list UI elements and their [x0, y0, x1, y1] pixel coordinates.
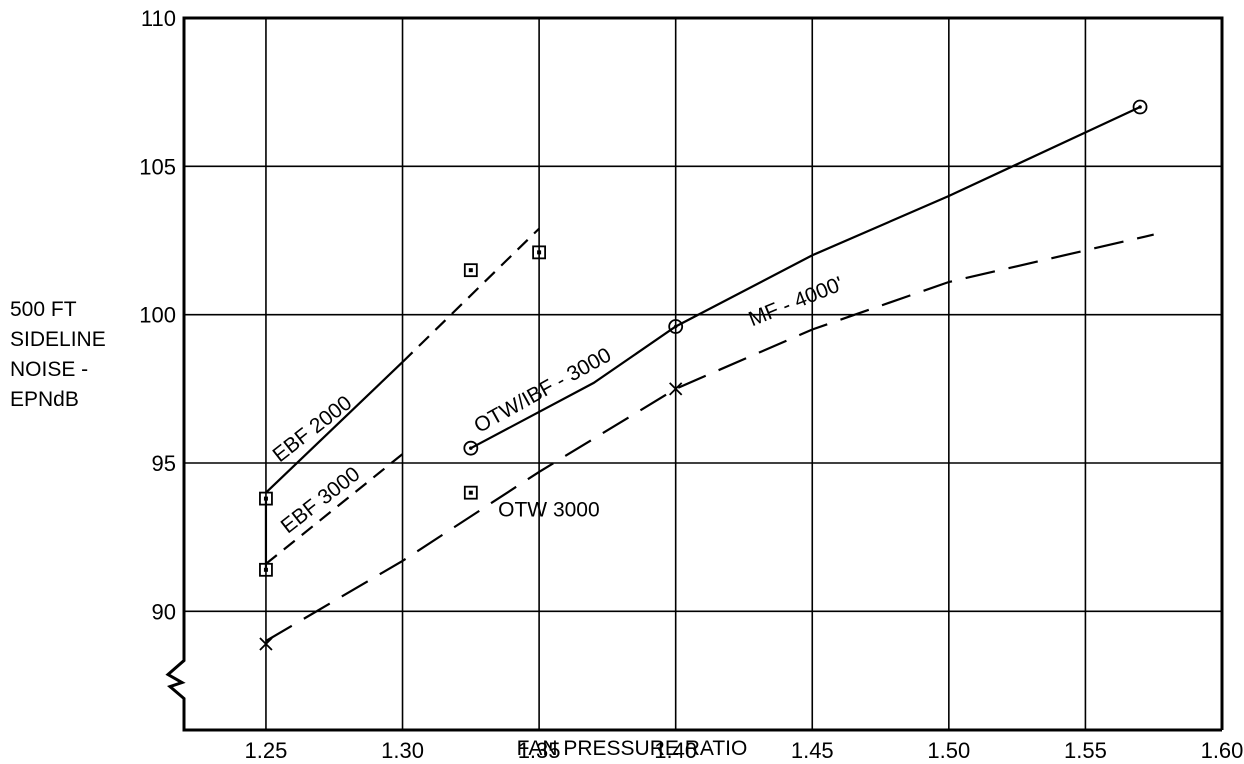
y-label-line: SIDELINE: [10, 328, 106, 351]
grid: [165, 16, 1224, 732]
x-tick-label: 1.30: [381, 738, 424, 763]
x-point: [669, 382, 683, 396]
y-label-line: NOISE -: [10, 358, 88, 381]
x-tick-label: 1.60: [1201, 738, 1244, 763]
series-line: [265, 361, 404, 494]
y-tick-label: 105: [139, 154, 176, 179]
x-tick-label: 1.25: [245, 738, 288, 763]
series-label: OTW 3000: [498, 498, 600, 521]
x-axis-label: FAN PRESSURE RATIO: [517, 737, 748, 760]
x-point: [259, 637, 273, 651]
y-tick-label: 90: [152, 599, 176, 624]
y-tick-label: 100: [139, 303, 176, 328]
y-label-line: 500 FT: [10, 298, 77, 321]
y-axis-label: 500 FT SIDELINE NOISE - EPNdB: [10, 298, 106, 411]
series-label: EBF 2000: [269, 391, 357, 467]
y-tick-label: 110: [141, 6, 176, 31]
series-label: OTW/IBF - 3000: [470, 343, 615, 437]
tick-labels: 1.25 1.30 1.35 1.40 1.45 1.50 1.55 1.60 90 95 100 1…: [139, 6, 1243, 763]
series-line: [265, 233, 1154, 642]
series-line-dashed: [401, 227, 540, 363]
circle-point: [463, 440, 479, 456]
circle-point: [1132, 99, 1148, 115]
square-point: [532, 245, 547, 260]
series-label: EBF 3000: [277, 463, 365, 539]
y-label-line: EPNdB: [10, 388, 79, 411]
x-tick-label: 1.35: [518, 738, 561, 763]
marker-layer: [259, 99, 1148, 651]
square-point: [463, 485, 478, 500]
y-tick-label: 95: [152, 451, 176, 476]
square-point: [259, 562, 273, 577]
series-line: [470, 106, 1141, 450]
square-point: [463, 263, 478, 278]
x-tick-label: 1.55: [1064, 738, 1107, 763]
x-tick-label: 1.50: [927, 738, 970, 763]
x-tick-label: 1.40: [654, 738, 697, 763]
circle-point: [668, 319, 684, 334]
plot-frame: [165, 16, 1224, 732]
x-tick-label: 1.45: [791, 738, 834, 763]
series-layer: [264, 106, 1154, 642]
series-line: [265, 453, 404, 565]
square-point: [259, 491, 273, 506]
